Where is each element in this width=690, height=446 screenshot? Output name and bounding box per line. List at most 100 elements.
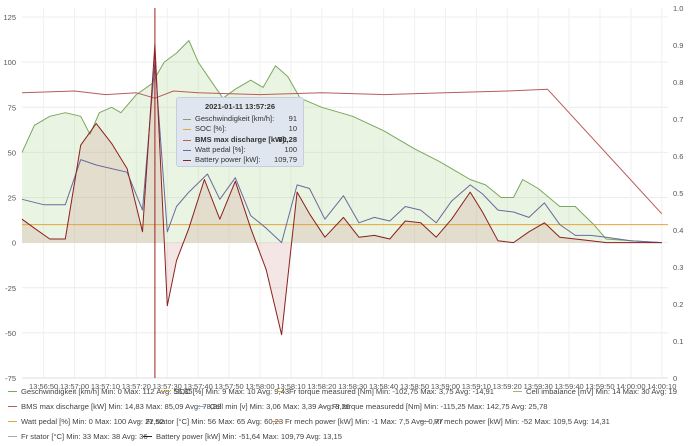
legend-swatch <box>161 390 170 392</box>
legend-swatch <box>8 420 17 422</box>
x-tick-label: 13:57:20 <box>122 382 151 390</box>
legend-item[interactable]: Battery power [kW] Min: -51,64 Max: 109,… <box>143 432 342 441</box>
legend-swatch <box>133 420 142 422</box>
x-tick-label: 13:59:20 <box>493 382 522 390</box>
tooltip-swatch <box>183 119 191 120</box>
x-tick-label: 13:59:00 <box>431 382 460 390</box>
legend-item-text: Rr torque measuredd [Nm] Min: -115,25 Ma… <box>332 402 548 411</box>
series-fills <box>22 40 662 335</box>
legend-item[interactable]: Geschwindigkeit [km/h] Min: 0 Max: 112 A… <box>8 387 193 396</box>
x-tick-label: 13:57:30 <box>153 382 182 390</box>
tooltip-row: Watt pedal [%]: 100 <box>183 145 297 155</box>
y-right-tick-label: 0.6 <box>673 152 683 161</box>
y-left-tick-label: 0 <box>12 239 16 248</box>
legend-item[interactable]: Watt pedal [%] Min: 0 Max: 100 Avg: 22,5… <box>8 417 164 426</box>
legend-item-text: SOC [%] Min: 9 Max: 10 Avg: 9,43 <box>174 387 290 396</box>
tooltip-row: Battery power [kW]: 109,79 <box>183 155 297 165</box>
legend-swatch <box>197 405 206 407</box>
legend-item[interactable]: Fr torque measured [Nm] Min: -102,75 Max… <box>276 387 494 396</box>
y-axis-left: -75 -50 -25 0 25 50 75 100 125 <box>3 13 16 383</box>
legend-row: Fr stator [°C] Min: 33 Max: 38 Avg: 36 Ba… <box>0 432 690 446</box>
y-right-tick-label: 0.8 <box>673 78 683 87</box>
x-tick-label: 13:58:40 <box>369 382 398 390</box>
y-right-tick-label: 0.9 <box>673 41 683 50</box>
tooltip-title: 2021-01-11 13:57:26 <box>204 102 276 111</box>
legend-item[interactable]: Fr stator [°C] Min: 56 Max: 65 Avg: 60,2… <box>133 417 283 426</box>
y-right-tick-label: 1.0 <box>673 4 683 13</box>
legend-item[interactable]: Rr torque measuredd [Nm] Min: -115,25 Ma… <box>319 402 547 411</box>
x-tick-label: 13:59:40 <box>554 382 583 390</box>
y-right-tick-label: 0.4 <box>673 226 683 235</box>
x-tick-label: 13:57:40 <box>184 382 213 390</box>
tooltip-swatch <box>183 149 191 151</box>
legend-item[interactable]: Cell min [v] Min: 3,06 Max: 3,39 Avg: 3,… <box>197 402 350 411</box>
tooltip-row-label: Battery power [kW]: <box>195 155 261 165</box>
x-tick-label: 13:57:50 <box>214 382 243 390</box>
x-tick-label: 13:59:50 <box>585 382 614 390</box>
x-tick-label: 13:57:00 <box>60 382 89 390</box>
x-tick-label: 14:00:00 <box>616 382 645 390</box>
y-left-tick-label: -25 <box>5 284 16 293</box>
y-right-tick-label: 0.7 <box>673 115 683 124</box>
hover-tooltip: 2021-01-11 13:57:26 Geschwindigkeit [km/… <box>176 97 304 167</box>
series-fill-geschwindigkeit <box>22 40 662 243</box>
x-axis: 13:56:50 13:57:00 13:57:10 13:57:20 13:57:30… <box>29 382 676 390</box>
y-right-tick-label: 0.2 <box>673 300 683 309</box>
x-tick-label: 13:58:20 <box>307 382 336 390</box>
tooltip-swatch <box>183 129 191 131</box>
y-left-tick-label: 125 <box>3 13 16 22</box>
y-left-tick-label: -75 <box>5 374 16 383</box>
legend-item-text: Fr mech power [kW] Min: -1 Max: 7,5 Avg:… <box>285 417 444 426</box>
x-tick-label: 13:58:00 <box>245 382 274 390</box>
tooltip-row-label: SOC [%]: <box>195 124 227 134</box>
legend-item[interactable]: Fr stator [°C] Min: 33 Max: 38 Avg: 36 <box>8 432 148 441</box>
tooltip-row-value: 10 <box>288 124 297 134</box>
y-left-tick-label: 25 <box>8 194 16 203</box>
series-line-battery-power <box>21 43 662 336</box>
y-right-tick-label: 0.1 <box>673 337 683 346</box>
series-lines <box>21 40 668 336</box>
x-tick-label: 13:59:10 <box>462 382 491 390</box>
series-line-bms-max-discharge <box>21 88 663 215</box>
legend-row: Geschwindigkeit [km/h] Min: 0 Max: 112 A… <box>0 387 690 401</box>
grid-lines <box>22 8 668 379</box>
legend-item-text: Rr mech power [kW] Min: -52 Max: 109,5 A… <box>434 417 610 426</box>
tooltip-row-label: Geschwindigkeit [km/h]: <box>195 114 275 123</box>
y-left-tick-label: 50 <box>8 148 16 157</box>
legend-item[interactable]: Fr mech power [kW] Min: -1 Max: 7,5 Avg:… <box>272 417 443 426</box>
legend-item[interactable]: SOC [%] Min: 9 Max: 10 Avg: 9,43 <box>161 387 289 396</box>
legend-item[interactable]: Cell imbalance [mV] Min: 14 Max: 30 Avg:… <box>513 387 677 396</box>
legend-item-text: Cell min [v] Min: 3,06 Max: 3,39 Avg: 3,… <box>210 402 350 411</box>
y-right-tick-label: 0.5 <box>673 189 683 198</box>
tooltip-row: Geschwindigkeit [km/h]: 91 <box>183 114 297 124</box>
y-left-tick-label: -50 <box>5 329 16 338</box>
x-tick-label: 14:00:10 <box>647 382 676 390</box>
tooltip-swatch <box>183 139 191 141</box>
legend-item[interactable]: Rr mech power [kW] Min: -52 Max: 109,5 A… <box>421 417 610 426</box>
tooltip-row-label: Watt pedal [%]: <box>195 144 246 154</box>
x-tick-label: 13:56:50 <box>29 382 58 390</box>
series-fill-battery-power <box>22 44 662 335</box>
legend-row: BMS max discharge [kW] Min: 14,83 Max: 8… <box>0 402 690 416</box>
legend-swatch <box>319 405 328 407</box>
legend-item-text: Fr stator [°C] Min: 56 Max: 65 Avg: 60,2… <box>146 417 284 426</box>
legend-swatch <box>276 390 285 392</box>
legend-swatch <box>143 435 152 437</box>
legend-item-text: Fr stator [°C] Min: 33 Max: 38 Avg: 36 <box>21 432 148 441</box>
tooltip-row: BMS max discharge [kW]: 80,28 <box>183 135 297 145</box>
series-line-geschwindigkeit <box>21 40 662 244</box>
legend-swatch <box>272 420 281 422</box>
legend-item-text: BMS max discharge [kW] Min: 14,83 Max: 8… <box>21 402 222 411</box>
tooltip-row-value: 109,79 <box>274 155 297 165</box>
legend-swatch <box>8 390 17 392</box>
tooltip-swatch <box>183 160 191 162</box>
tooltip-row-label: BMS max discharge [kW]: <box>195 134 288 144</box>
legend-item-text: Fr torque measured [Nm] Min: -102,75 Max… <box>289 387 494 396</box>
y-axis-right: 0 0.1 0.2 0.3 0.4 0.5 0.6 0.7 0.8 0.9 1.0 <box>673 4 683 383</box>
x-tick-label: 13:58:50 <box>400 382 429 390</box>
x-tick-label: 13:58:10 <box>276 382 305 390</box>
legend-item[interactable]: BMS max discharge [kW] Min: 14,83 Max: 8… <box>8 402 221 411</box>
tooltip-row-value: 100 <box>284 144 297 154</box>
legend-swatch <box>8 435 17 437</box>
